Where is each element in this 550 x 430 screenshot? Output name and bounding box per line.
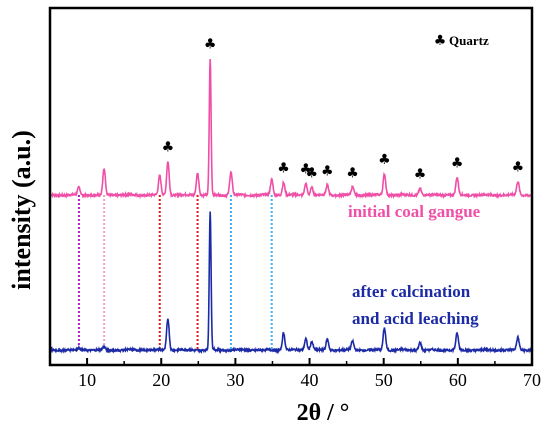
x-tick-label-3: 40 xyxy=(301,370,319,390)
x-tick-label-5: 60 xyxy=(449,370,467,390)
x-tick-label-0: 10 xyxy=(78,370,96,390)
quartz-marker-0: ♣ xyxy=(162,139,175,155)
x-tick-label-2: 30 xyxy=(226,370,244,390)
y-axis-title: intensity (a.u.) xyxy=(7,130,36,290)
x-tick-label-6: 70 xyxy=(523,370,541,390)
series-line-1 xyxy=(49,211,533,355)
quartz-marker-7: ♣ xyxy=(378,152,391,168)
x-axis-title: 2θ / ° xyxy=(297,400,350,426)
series-label-0-line-0: initial coal gangue xyxy=(348,202,481,221)
legend-symbol: ♣ xyxy=(434,33,447,49)
axes: 10 20 30 40 50 60 70 xyxy=(48,6,541,390)
quartz-marker-2: ♣ xyxy=(277,161,290,177)
quartz-marker-5: ♣ xyxy=(321,163,334,179)
plot-frame xyxy=(48,6,534,367)
series-label-1-line-1: and acid leaching xyxy=(352,309,479,328)
series-labels: initial coal gangue after calcination and … xyxy=(348,202,481,328)
x-tick-label-1: 20 xyxy=(152,370,170,390)
reference-lines xyxy=(77,195,273,350)
quartz-marker-9: ♣ xyxy=(451,156,464,172)
series-line-0 xyxy=(49,58,533,200)
quartz-marker-3: ♣ xyxy=(300,161,313,177)
legend-label: Quartz xyxy=(449,33,489,48)
quartz-marker-6: ♣ xyxy=(346,165,359,181)
x-tick-label-4: 50 xyxy=(375,370,393,390)
quartz-markers: ♣♣♣ ♣♣ ♣ ♣♣♣♣ ♣ xyxy=(162,37,525,183)
legend: ♣ Quartz xyxy=(434,33,489,49)
quartz-marker-1: ♣ xyxy=(204,37,217,53)
series-lines xyxy=(49,58,533,355)
quartz-marker-4: ♣ xyxy=(305,165,318,181)
series-label-1-line-0: after calcination xyxy=(352,282,471,301)
quartz-marker-10: ♣ xyxy=(512,160,525,176)
quartz-marker-8: ♣ xyxy=(414,166,427,182)
